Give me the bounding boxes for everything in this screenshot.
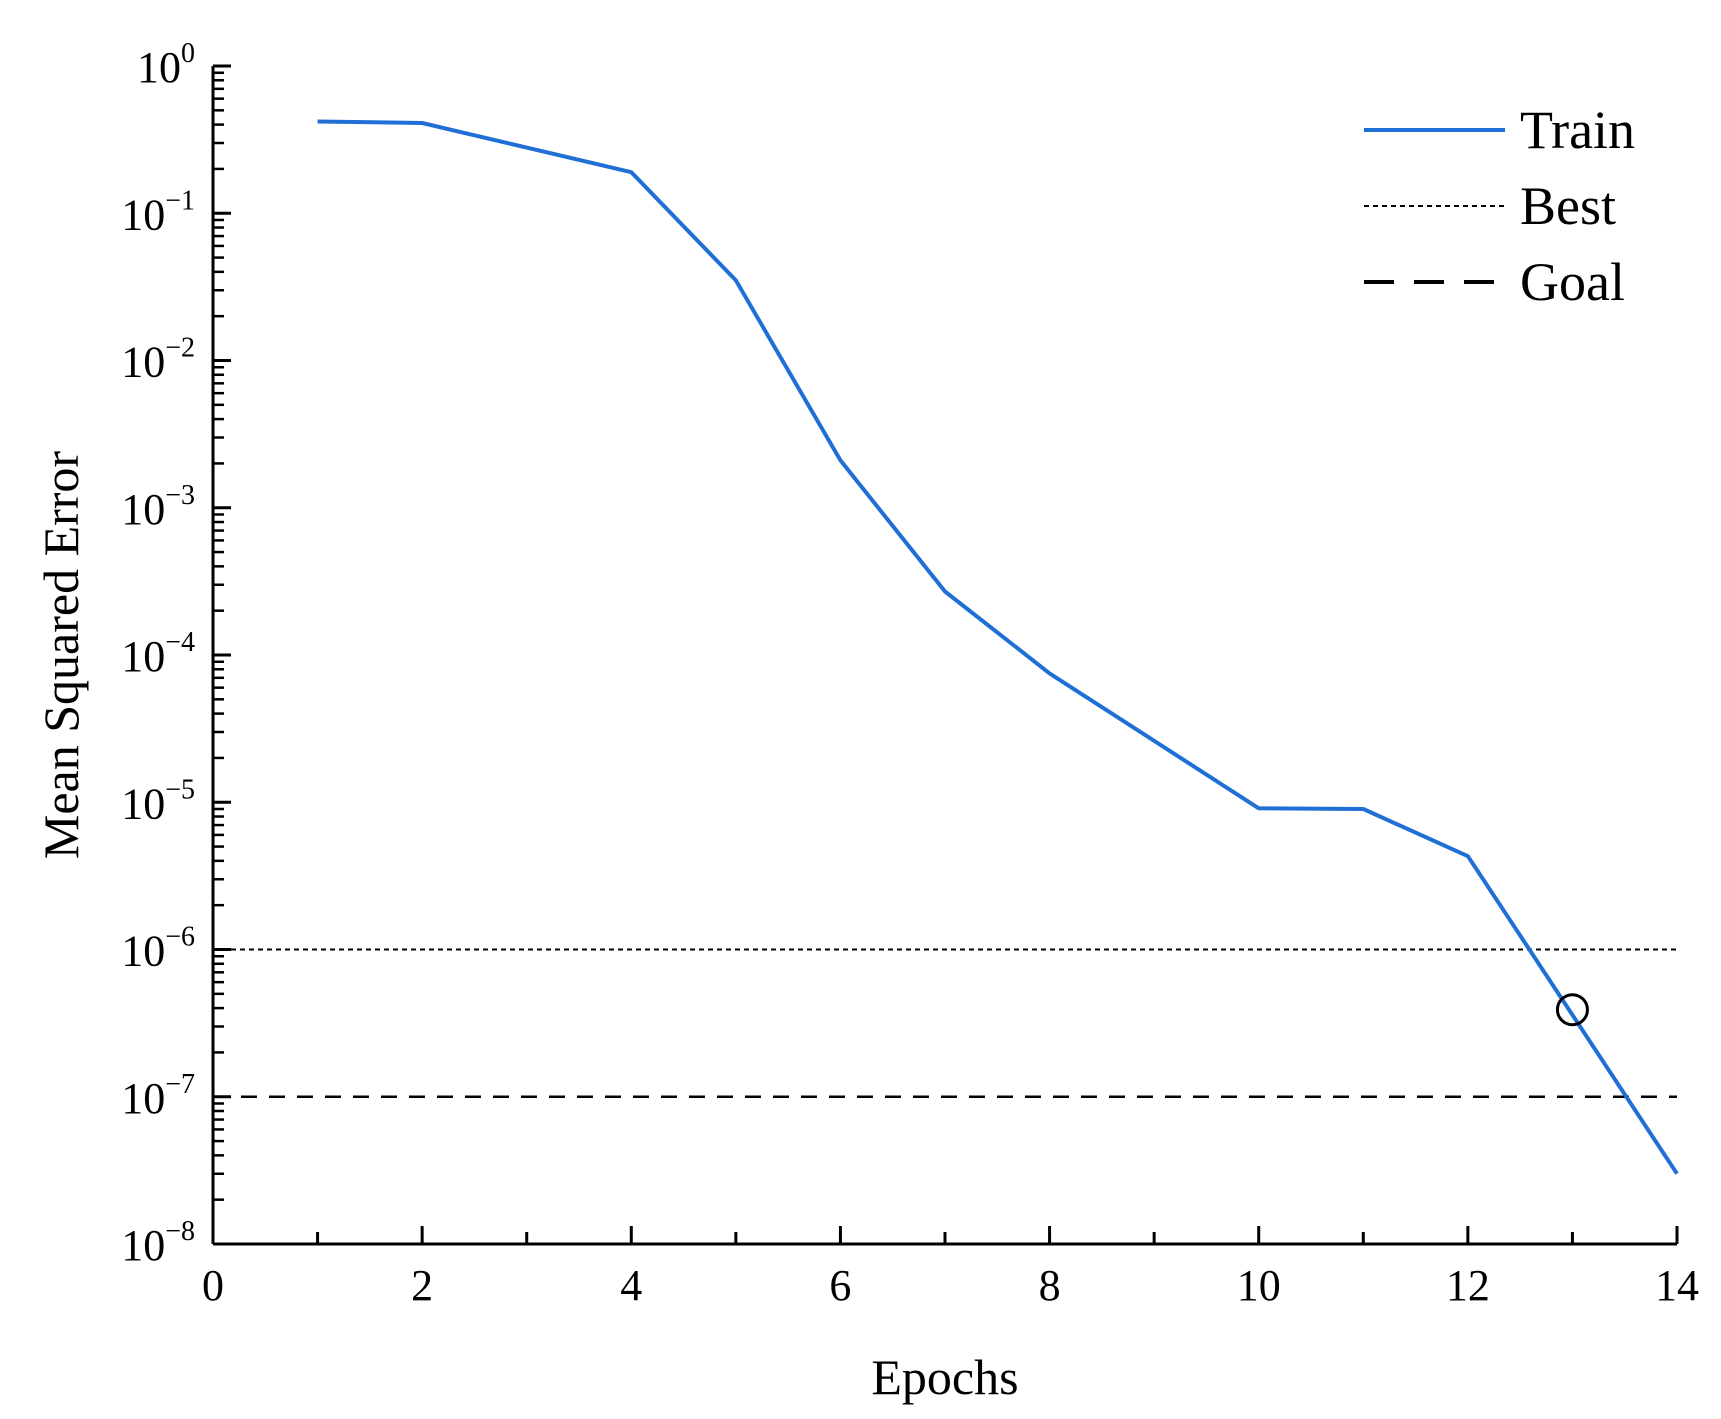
x-tick-label: 12 (1446, 1261, 1490, 1310)
y-tick-exponent: −2 (165, 333, 195, 364)
x-tick-label: 4 (620, 1261, 642, 1310)
y-tick-label: 10−8 (121, 1216, 195, 1270)
y-tick-label: 10−2 (121, 333, 195, 387)
legend: Train Best Goal (1364, 100, 1635, 312)
y-tick-label: 10−1 (121, 185, 195, 239)
y-tick-base: 10 (121, 338, 165, 387)
y-tick-base: 10 (121, 190, 165, 239)
y-tick-base: 10 (121, 1221, 165, 1270)
y-tick-exponent: −8 (165, 1216, 195, 1247)
y-minor-ticks (213, 71, 224, 1201)
x-axis-ticks: 0 2 4 6 8 10 12 14 (202, 1226, 1699, 1310)
legend-label-best: Best (1520, 176, 1616, 236)
y-tick-exponent: −4 (165, 627, 195, 658)
y-tick-label: 10−4 (121, 627, 195, 681)
y-tick-exponent: −1 (165, 185, 195, 216)
annotations (1555, 993, 1589, 1027)
y-tick-label: 10−5 (121, 774, 195, 828)
y-tick-base: 10 (121, 632, 165, 681)
x-tick-label: 0 (202, 1261, 224, 1310)
y-tick-label: 100 (137, 38, 195, 92)
series-group (317, 119, 1679, 1175)
y-tick-exponent: −5 (165, 774, 195, 805)
x-axis-title: Epochs (871, 1349, 1018, 1405)
x-tick-label: 14 (1655, 1261, 1699, 1310)
y-tick-exponent: −3 (165, 480, 195, 511)
y-tick-label: 10−7 (121, 1069, 195, 1123)
y-tick-label: 10−3 (121, 480, 195, 534)
x-tick-label: 6 (829, 1261, 851, 1310)
y-axis-title: Mean Squared Error (33, 451, 89, 860)
y-tick-base: 10 (121, 927, 165, 976)
x-tick-label: 2 (411, 1261, 433, 1310)
best-point-marker (1555, 993, 1589, 1027)
y-tick-base: 10 (137, 43, 181, 92)
y-tick-base: 10 (121, 1074, 165, 1123)
x-tick-label: 10 (1237, 1261, 1281, 1310)
reference-lines (213, 948, 1677, 1098)
series-line-train (317, 119, 1679, 1175)
y-tick-exponent: −6 (165, 922, 195, 953)
y-tick-exponent: 0 (181, 38, 195, 69)
y-tick-base: 10 (121, 779, 165, 828)
legend-label-train: Train (1520, 100, 1635, 160)
y-tick-exponent: −7 (165, 1069, 195, 1100)
y-tick-base: 10 (121, 485, 165, 534)
legend-label-goal: Goal (1520, 252, 1625, 312)
y-tick-label: 10−6 (121, 922, 195, 976)
x-tick-label: 8 (1039, 1261, 1061, 1310)
